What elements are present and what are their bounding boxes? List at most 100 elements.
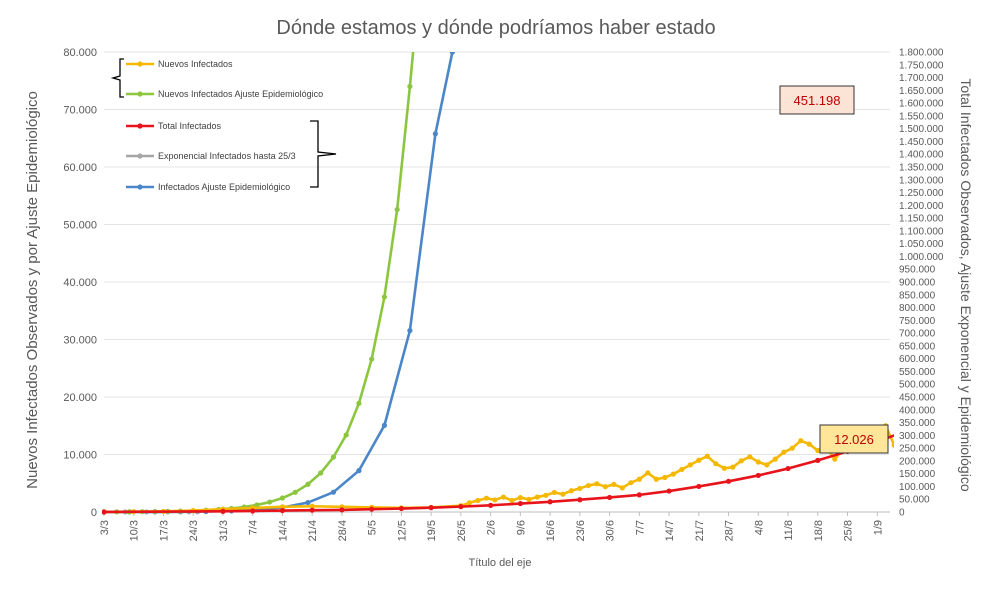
right-tick-label: 1.450.000 (899, 137, 944, 148)
right-tick-label: 450.000 (899, 393, 936, 404)
left-tick-label: 20.000 (63, 392, 97, 404)
right-tick-label: 1.150.000 (899, 214, 944, 225)
x-tick-label: 3/3 (99, 520, 111, 535)
data-point (696, 458, 701, 463)
right-tick-label: 1.350.000 (899, 163, 944, 174)
x-tick-label: 7/7 (634, 520, 646, 535)
data-point (586, 483, 591, 488)
right-tick-label: 500.000 (899, 380, 936, 391)
data-point (399, 506, 404, 511)
data-point (280, 495, 285, 500)
annotation-label: 12.026 (834, 432, 874, 447)
legend-marker (137, 184, 142, 189)
data-point (696, 484, 701, 489)
right-tick-label: 0 (899, 508, 905, 519)
legend-brace-right (310, 121, 336, 187)
data-point (577, 486, 582, 491)
data-point (518, 495, 523, 500)
x-axis-label: Título del eje (469, 557, 532, 569)
data-point (501, 494, 506, 499)
y-axis-left-label: Nuevos Infectados Observados y por Ajust… (24, 91, 41, 489)
y-axis-right-label: Total Infectados Observados, Ajuste Expo… (958, 78, 974, 491)
data-point (450, 49, 455, 54)
data-point (756, 473, 761, 478)
data-point (726, 479, 731, 484)
right-tick-label: 900.000 (899, 278, 936, 289)
right-tick-label: 1.100.000 (899, 226, 944, 237)
data-point (807, 442, 812, 447)
right-tick-label: 1.500.000 (899, 124, 944, 135)
right-tick-label: 650.000 (899, 341, 936, 352)
data-point (369, 507, 374, 512)
right-tick-label: 1.200.000 (899, 201, 944, 212)
data-point (407, 328, 412, 333)
x-tick-label: 28/7 (724, 520, 736, 541)
x-tick-label: 14/7 (664, 520, 676, 541)
right-tick-label: 700.000 (899, 329, 936, 340)
left-tick-label: 10.000 (63, 450, 97, 462)
right-tick-label: 1.400.000 (899, 150, 944, 161)
right-tick-label: 1.000.000 (899, 252, 944, 263)
data-point (790, 446, 795, 451)
left-tick-label: 50.000 (63, 220, 97, 232)
data-point (467, 500, 472, 505)
right-tick-label: 150.000 (899, 469, 936, 480)
right-tick-label: 800.000 (899, 303, 936, 314)
x-tick-label: 1/9 (872, 520, 884, 535)
data-point (739, 458, 744, 463)
x-tick-label: 16/6 (545, 520, 557, 541)
data-point (492, 497, 497, 502)
x-tick-label: 28/4 (337, 520, 349, 541)
right-tick-label: 50.000 (899, 495, 930, 506)
data-point (603, 484, 608, 489)
legend-label: Nuevos Infectados (158, 59, 233, 69)
left-tick-label: 70.000 (63, 105, 97, 117)
data-point (356, 401, 361, 406)
x-tick-label: 18/8 (813, 520, 825, 541)
legend-label: Total Infectados (158, 121, 222, 131)
data-point (815, 458, 820, 463)
right-tick-label: 1.550.000 (899, 111, 944, 122)
data-point (293, 490, 298, 495)
data-point (943, 415, 948, 420)
right-tick-label: 1.300.000 (899, 175, 944, 186)
data-point (785, 466, 790, 471)
legend-marker (137, 61, 142, 66)
data-point (526, 497, 531, 502)
data-point (620, 485, 625, 490)
legend-label: Infectados Ajuste Epidemiológico (158, 182, 290, 192)
right-tick-label: 1.250.000 (899, 188, 944, 199)
x-tick-label: 9/6 (515, 520, 527, 535)
x-tick-label: 7/4 (248, 520, 260, 535)
data-point (543, 493, 548, 498)
series-line (104, 210, 991, 512)
annotation-label: 451.198 (794, 93, 841, 108)
data-point (382, 423, 387, 428)
legend: Nuevos Infectados Nuevos Infectados Ajust… (113, 59, 336, 192)
x-tick-label: 2/6 (486, 520, 498, 535)
data-point (977, 397, 982, 402)
series-line (104, 41, 414, 512)
annotations: 451.198 12.026 (780, 86, 888, 453)
data-point (577, 497, 582, 502)
data-point (637, 492, 642, 497)
legend-marker (137, 153, 142, 158)
data-point (331, 490, 336, 495)
data-point (773, 457, 778, 462)
left-tick-label: 80.000 (63, 47, 97, 59)
data-point (781, 450, 786, 455)
right-tick-label: 350.000 (899, 418, 936, 429)
data-point (756, 459, 761, 464)
right-tick-label: 1.050.000 (899, 239, 944, 250)
data-point (985, 402, 990, 407)
x-tick-label: 21/4 (307, 520, 319, 541)
data-point (798, 438, 803, 443)
data-point (722, 466, 727, 471)
left-tick-label: 40.000 (63, 277, 97, 289)
data-point (747, 454, 752, 459)
right-tick-label: 300.000 (899, 431, 936, 442)
left-tick-label: 30.000 (63, 335, 97, 347)
data-point (280, 508, 285, 513)
x-tick-label: 4/8 (753, 520, 765, 535)
legend-label: Nuevos Infectados Ajuste Epidemiológico (158, 89, 323, 99)
